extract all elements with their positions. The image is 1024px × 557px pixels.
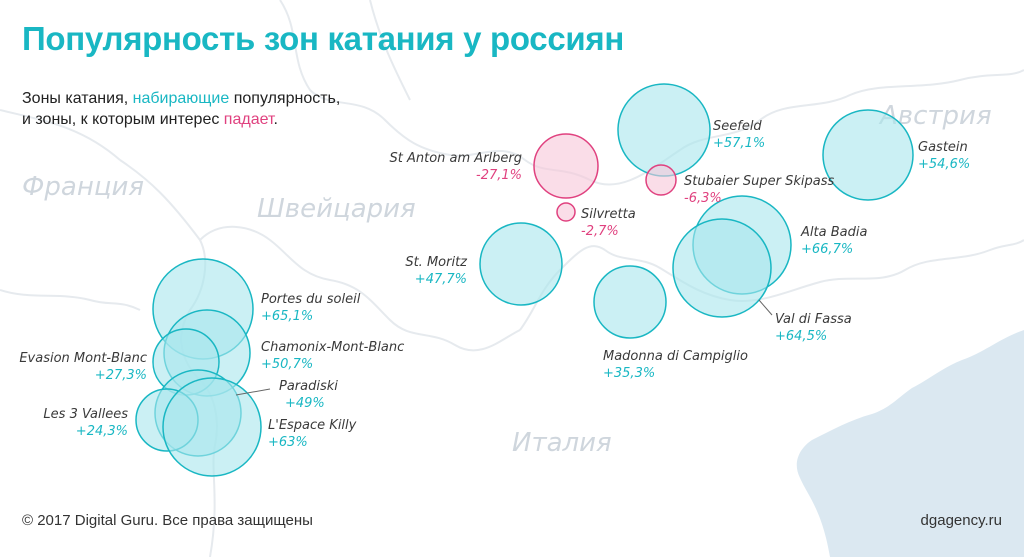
zone-value-evasion: +27,3% [95,368,147,383]
subtitle: Зоны катания, набирающие популярность, и… [22,88,340,130]
zone-value-les3vallees: +24,3% [76,424,128,439]
bubble-silvretta[interactable] [556,202,576,222]
country-label-france: Франция [22,172,144,202]
bubble-st-anton[interactable] [533,133,599,199]
subtitle-text: . [273,111,278,128]
country-label-switzerland: Швейцария [257,194,416,224]
zone-name-seefeld: Seefeld [713,119,762,134]
zone-value-espace-killy: +63% [268,435,308,450]
zone-value-val-di-fassa: +64,5% [775,329,827,344]
zone-name-alta-badia: Alta Badia [800,225,867,240]
zone-labels: Seefeld +57,1% Gastein +54,6% St Anton a… [19,119,970,450]
subtitle-highlight-up: набирающие [132,90,230,107]
bubble-espace-killy[interactable] [162,377,262,477]
site-link[interactable]: dgagency.ru [920,512,1002,529]
zone-name-evasion: Evasion Mont-Blanc [19,351,147,366]
bubble-madonna[interactable] [593,265,667,339]
zone-value-madonna: +35,3% [603,366,655,381]
bubble-stubaier[interactable] [645,164,677,196]
bubble-seefeld[interactable] [617,83,711,177]
zone-bubbles [135,83,914,477]
zone-value-st-anton: -27,1% [476,168,522,183]
zone-value-silvretta: -2,7% [581,224,619,239]
zone-value-stubaier: -6,3% [684,191,722,206]
zone-name-portes: Portes du soleil [261,292,361,307]
subtitle-text: и зоны, к которым интерес [22,111,224,128]
zone-value-chamonix: +50,7% [261,357,313,372]
zone-name-espace-killy: L'Espace Killy [268,418,357,433]
zone-name-gastein: Gastein [918,140,968,155]
zone-value-paradiski: +49% [285,396,325,411]
subtitle-text: популярность, [229,90,341,107]
subtitle-text: Зоны катания, [22,90,133,107]
zone-name-st-moritz: St. Moritz [405,255,468,270]
subtitle-highlight-down: падает [223,111,274,128]
zone-value-portes: +65,1% [261,309,313,324]
zone-name-les3vallees: Les 3 Vallees [43,407,128,422]
zone-value-alta-badia: +66,7% [801,242,853,257]
copyright: © 2017 Digital Guru. Все права защищены [22,512,313,529]
zone-value-gastein: +54,6% [918,157,970,172]
zone-name-madonna: Madonna di Campiglio [603,349,748,364]
bubble-val-di-fassa[interactable] [672,218,772,318]
bubble-gastein[interactable] [822,109,914,201]
zone-value-seefeld: +57,1% [713,136,765,151]
zone-name-paradiski: Paradiski [279,379,338,394]
zone-name-stubaier: Stubaier Super Skipass [684,174,834,189]
zone-name-silvretta: Silvretta [581,207,636,222]
sea [796,330,1024,557]
zone-name-val-di-fassa: Val di Fassa [775,312,852,327]
zone-name-st-anton: St Anton am Arlberg [390,151,523,166]
leader-lines [235,299,773,396]
zone-name-chamonix: Chamonix-Mont-Blanc [261,340,404,355]
bubble-st-moritz[interactable] [479,222,563,306]
country-label-italy: Италия [512,428,612,458]
page-title: Популярность зон катания у россиян [22,20,624,57]
zone-value-st-moritz: +47,7% [415,272,467,287]
